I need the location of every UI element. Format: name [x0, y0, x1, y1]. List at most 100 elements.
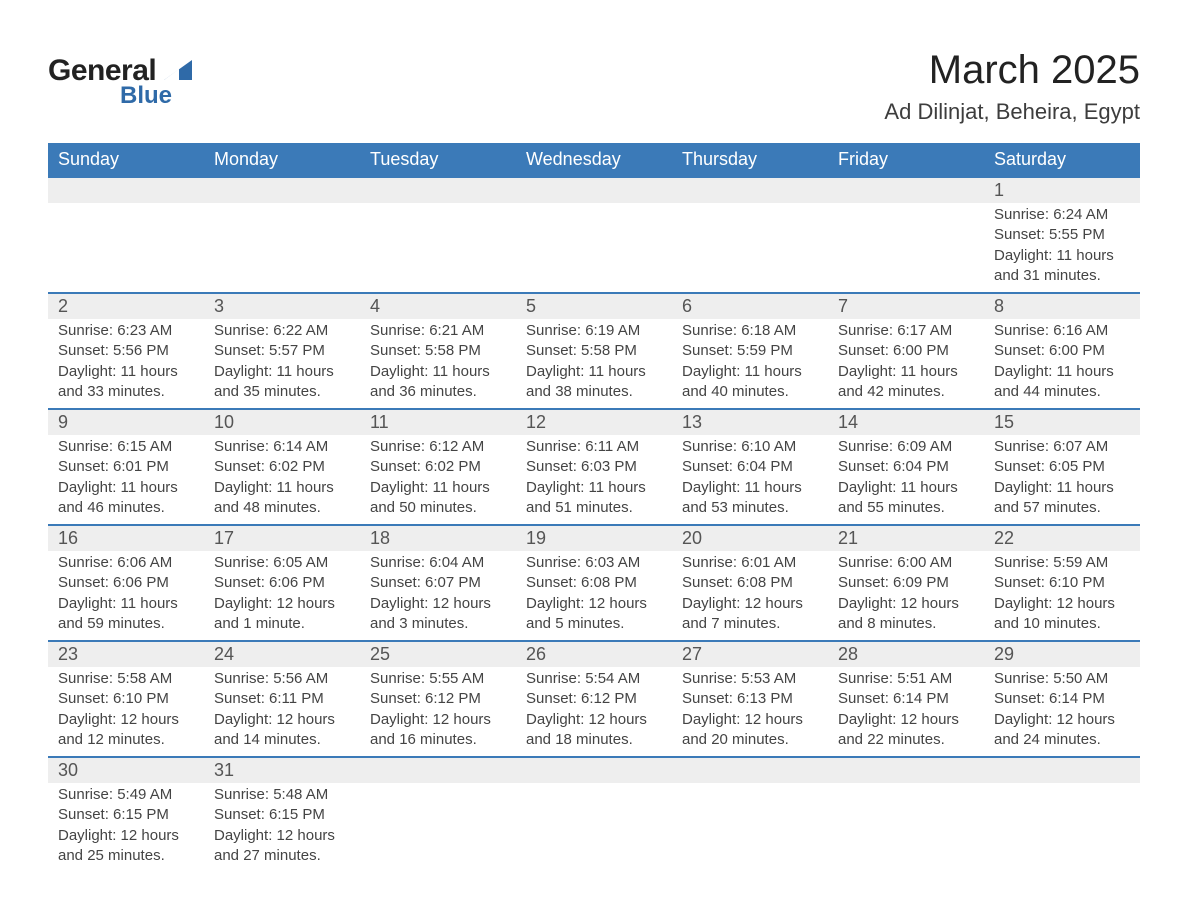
- day1-text: Daylight: 12 hours: [214, 594, 350, 614]
- day1-text: Daylight: 11 hours: [58, 478, 194, 498]
- sunset-text: Sunset: 6:07 PM: [370, 573, 506, 593]
- sunset-text: Sunset: 6:15 PM: [214, 805, 350, 825]
- day-number: 15: [984, 410, 1140, 435]
- sunrise-text: Sunrise: 6:18 AM: [682, 321, 818, 341]
- day2-text: and 42 minutes.: [838, 382, 974, 402]
- sunset-text: Sunset: 6:13 PM: [682, 689, 818, 709]
- day1-text: Daylight: 11 hours: [370, 478, 506, 498]
- sunrise-text: Sunrise: 5:49 AM: [58, 785, 194, 805]
- day-number: 16: [48, 526, 204, 551]
- day-number-cell: 31: [204, 757, 360, 783]
- day2-text: and 12 minutes.: [58, 730, 194, 750]
- day-number-cell: [516, 757, 672, 783]
- day-content-cell: Sunrise: 6:09 AMSunset: 6:04 PMDaylight:…: [828, 435, 984, 525]
- day1-text: Daylight: 11 hours: [682, 478, 818, 498]
- day2-text: and 59 minutes.: [58, 614, 194, 634]
- day1-text: Daylight: 11 hours: [214, 362, 350, 382]
- day-number: 11: [360, 410, 516, 435]
- day-number: [48, 178, 204, 182]
- sunset-text: Sunset: 6:02 PM: [214, 457, 350, 477]
- sunrise-text: Sunrise: 6:05 AM: [214, 553, 350, 573]
- day-number: [672, 178, 828, 182]
- sunset-text: Sunset: 5:56 PM: [58, 341, 194, 361]
- day-content-cell: Sunrise: 5:54 AMSunset: 6:12 PMDaylight:…: [516, 667, 672, 757]
- day1-text: Daylight: 11 hours: [994, 246, 1130, 266]
- sunrise-text: Sunrise: 6:01 AM: [682, 553, 818, 573]
- day-number-cell: 28: [828, 641, 984, 667]
- day-content-cell: Sunrise: 5:59 AMSunset: 6:10 PMDaylight:…: [984, 551, 1140, 641]
- day2-text: and 27 minutes.: [214, 846, 350, 866]
- sunrise-text: Sunrise: 6:15 AM: [58, 437, 194, 457]
- day-content-cell: Sunrise: 6:15 AMSunset: 6:01 PMDaylight:…: [48, 435, 204, 525]
- day1-text: Daylight: 11 hours: [526, 362, 662, 382]
- sunrise-text: Sunrise: 6:21 AM: [370, 321, 506, 341]
- day1-text: Daylight: 12 hours: [58, 710, 194, 730]
- day-content-cell: [828, 203, 984, 293]
- day1-text: Daylight: 11 hours: [994, 362, 1130, 382]
- day1-text: Daylight: 12 hours: [838, 710, 974, 730]
- sunset-text: Sunset: 6:00 PM: [838, 341, 974, 361]
- day2-text: and 14 minutes.: [214, 730, 350, 750]
- day2-text: and 3 minutes.: [370, 614, 506, 634]
- day-number: 26: [516, 642, 672, 667]
- day-content-cell: Sunrise: 6:19 AMSunset: 5:58 PMDaylight:…: [516, 319, 672, 409]
- day2-text: and 33 minutes.: [58, 382, 194, 402]
- day-content-cell: Sunrise: 6:23 AMSunset: 5:56 PMDaylight:…: [48, 319, 204, 409]
- day-number-cell: [984, 757, 1140, 783]
- day2-text: and 57 minutes.: [994, 498, 1130, 518]
- day-number: [516, 758, 672, 762]
- day-number: 5: [516, 294, 672, 319]
- sunrise-text: Sunrise: 6:14 AM: [214, 437, 350, 457]
- sunset-text: Sunset: 6:04 PM: [838, 457, 974, 477]
- day-number-cell: 9: [48, 409, 204, 435]
- day-content-row: Sunrise: 5:58 AMSunset: 6:10 PMDaylight:…: [48, 667, 1140, 757]
- day1-text: Daylight: 11 hours: [682, 362, 818, 382]
- day-number-row: 1: [48, 177, 1140, 203]
- day1-text: Daylight: 12 hours: [214, 826, 350, 846]
- day2-text: and 25 minutes.: [58, 846, 194, 866]
- sunrise-text: Sunrise: 5:50 AM: [994, 669, 1130, 689]
- sunset-text: Sunset: 6:12 PM: [526, 689, 662, 709]
- day1-text: Daylight: 11 hours: [58, 594, 194, 614]
- sunrise-text: Sunrise: 5:51 AM: [838, 669, 974, 689]
- weekday-header: Thursday: [672, 143, 828, 177]
- day-content-cell: [204, 203, 360, 293]
- sunrise-text: Sunrise: 6:12 AM: [370, 437, 506, 457]
- day-number-cell: 30: [48, 757, 204, 783]
- day1-text: Daylight: 12 hours: [214, 710, 350, 730]
- day-number-cell: [828, 757, 984, 783]
- day2-text: and 36 minutes.: [370, 382, 506, 402]
- day-number: 23: [48, 642, 204, 667]
- day-number: 12: [516, 410, 672, 435]
- sunset-text: Sunset: 6:06 PM: [214, 573, 350, 593]
- day-number: 9: [48, 410, 204, 435]
- day-number-cell: 20: [672, 525, 828, 551]
- day-number: 13: [672, 410, 828, 435]
- day2-text: and 38 minutes.: [526, 382, 662, 402]
- day-content-cell: Sunrise: 6:03 AMSunset: 6:08 PMDaylight:…: [516, 551, 672, 641]
- day-content-cell: [48, 203, 204, 293]
- weekday-header: Friday: [828, 143, 984, 177]
- sunset-text: Sunset: 5:55 PM: [994, 225, 1130, 245]
- day-number-cell: 24: [204, 641, 360, 667]
- day1-text: Daylight: 12 hours: [682, 594, 818, 614]
- day1-text: Daylight: 12 hours: [994, 710, 1130, 730]
- calendar-table: Sunday Monday Tuesday Wednesday Thursday…: [48, 143, 1140, 872]
- sunset-text: Sunset: 6:01 PM: [58, 457, 194, 477]
- sunrise-text: Sunrise: 5:56 AM: [214, 669, 350, 689]
- day-number: 27: [672, 642, 828, 667]
- sunrise-text: Sunrise: 6:23 AM: [58, 321, 194, 341]
- day-number-cell: [672, 177, 828, 203]
- day2-text: and 44 minutes.: [994, 382, 1130, 402]
- day1-text: Daylight: 12 hours: [526, 710, 662, 730]
- month-title: March 2025: [884, 48, 1140, 93]
- day-content-row: Sunrise: 6:15 AMSunset: 6:01 PMDaylight:…: [48, 435, 1140, 525]
- weekday-header: Wednesday: [516, 143, 672, 177]
- sunrise-text: Sunrise: 6:09 AM: [838, 437, 974, 457]
- title-block: March 2025 Ad Dilinjat, Beheira, Egypt: [884, 48, 1140, 125]
- day-number: 2: [48, 294, 204, 319]
- day-number-cell: 12: [516, 409, 672, 435]
- day-content-cell: Sunrise: 6:22 AMSunset: 5:57 PMDaylight:…: [204, 319, 360, 409]
- day-number-cell: 13: [672, 409, 828, 435]
- day-content-cell: Sunrise: 5:53 AMSunset: 6:13 PMDaylight:…: [672, 667, 828, 757]
